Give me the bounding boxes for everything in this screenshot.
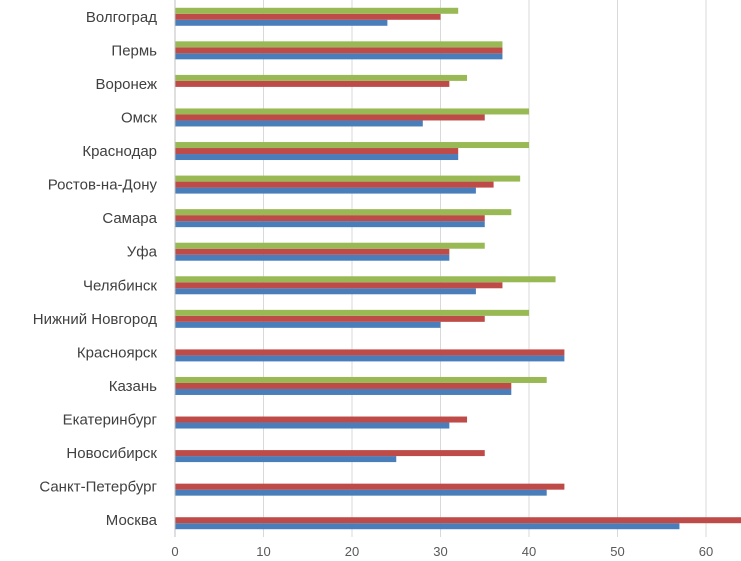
category-label: Челябинск <box>83 277 157 294</box>
category-label: Екатеринбург <box>63 412 158 429</box>
bar-1-11 <box>175 154 459 161</box>
category-label: Омск <box>121 109 157 126</box>
category-label: Казань <box>109 378 157 395</box>
category-label: Нижний Новгород <box>33 311 157 328</box>
bar-3-7 <box>175 276 556 283</box>
bar-1-4 <box>175 388 512 395</box>
bar-2-3 <box>175 416 468 423</box>
bar-3-13 <box>175 74 468 81</box>
category-labels: Москва Санкт-Петербург Новосибирск Екатерин… <box>33 9 158 529</box>
bar-2-10 <box>175 181 494 188</box>
bar-3-4 <box>175 376 547 383</box>
bar-1-9 <box>175 221 485 228</box>
bar-3-12 <box>175 108 529 115</box>
bar-3-14 <box>175 41 503 48</box>
bar-2-9 <box>175 215 485 222</box>
bar-1-5 <box>175 355 565 362</box>
bar-1-0 <box>175 523 680 530</box>
x-tick-label: 0 <box>171 544 178 559</box>
x-tick-label: 50 <box>610 544 624 559</box>
bar-1-15 <box>175 19 388 26</box>
bar-2-13 <box>175 80 450 87</box>
bar-2-2 <box>175 450 485 457</box>
x-tick-label: 30 <box>433 544 447 559</box>
bar-1-3 <box>175 422 450 429</box>
bar-2-14 <box>175 47 503 54</box>
bar-1-7 <box>175 288 476 295</box>
bar-1-10 <box>175 187 476 194</box>
category-label: Красноярск <box>77 344 158 361</box>
bar-1-6 <box>175 321 441 328</box>
bar-2-8 <box>175 248 450 255</box>
x-tick-label: 10 <box>256 544 270 559</box>
bar-2-1 <box>175 483 565 490</box>
x-tick-label: 60 <box>699 544 713 559</box>
bar-1-8 <box>175 254 450 261</box>
category-label: Новосибирск <box>66 445 157 462</box>
bar-2-11 <box>175 148 459 155</box>
category-label: Пермь <box>111 42 157 59</box>
category-label: Волгоград <box>86 9 157 26</box>
bar-1-12 <box>175 120 423 127</box>
bar-1-2 <box>175 456 397 463</box>
bar-1-14 <box>175 53 503 60</box>
category-label: Ростов-на-Дону <box>48 177 158 194</box>
category-label: Уфа <box>127 244 158 261</box>
bar-2-5 <box>175 349 565 356</box>
bar-1-1 <box>175 489 547 496</box>
gridlines <box>263 0 707 537</box>
bar-2-6 <box>175 315 485 322</box>
category-label: Краснодар <box>82 143 157 160</box>
category-label: Санкт-Петербург <box>39 479 157 496</box>
bar-2-7 <box>175 282 503 289</box>
bar-2-12 <box>175 114 485 121</box>
bar-2-15 <box>175 13 441 20</box>
bar-3-9 <box>175 209 512 216</box>
bar-3-11 <box>175 142 529 149</box>
x-tick-label: 20 <box>345 544 359 559</box>
bar-2-0 <box>175 517 741 524</box>
bar-3-10 <box>175 175 521 182</box>
bar-3-8 <box>175 242 485 249</box>
x-tick-label: 40 <box>522 544 536 559</box>
bars <box>175 7 741 530</box>
bar-2-4 <box>175 382 512 389</box>
category-label: Москва <box>106 512 158 529</box>
bar-3-6 <box>175 309 529 316</box>
category-label: Воронеж <box>95 76 157 93</box>
category-label: Самара <box>102 210 157 227</box>
x-tick-labels: 0 10 20 30 40 50 60 <box>171 544 713 559</box>
bar-3-15 <box>175 7 459 14</box>
